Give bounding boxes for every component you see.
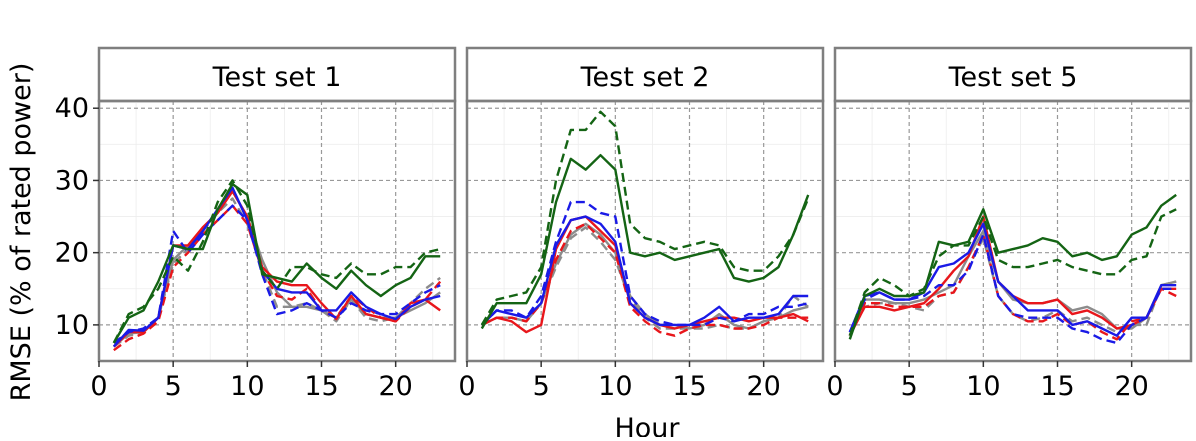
x-tick-label: 15: [672, 371, 706, 402]
plot-frame: [97, 99, 457, 363]
panel-title: Test set 1: [212, 62, 342, 93]
y-tick-label: 20: [55, 238, 89, 269]
panel-title: Test set 5: [948, 62, 1078, 93]
y-axis-label: RMSE (% of rated power): [6, 63, 37, 402]
series-line-green-solid: [480, 153, 810, 330]
series-line-red-dashed: [848, 233, 1177, 341]
x-tick-label: 0: [826, 371, 843, 402]
x-tick-label: 15: [1040, 371, 1074, 402]
series-line-blue-dashed: [113, 204, 441, 344]
series-line-green-dashed: [480, 110, 810, 326]
series-line-red-dashed: [113, 204, 442, 352]
x-tick-label: 5: [901, 371, 918, 402]
plot-frame: [833, 99, 1193, 363]
x-tick-label: 20: [746, 371, 780, 402]
series-line-blue-dashed: [480, 200, 809, 327]
x-tick-label: 20: [1114, 371, 1148, 402]
x-tick-label: 10: [966, 371, 1000, 402]
x-tick-label: 10: [598, 371, 632, 402]
panel-3: Test set 5 0 5 10 15 20: [826, 46, 1193, 402]
x-tick-label: 0: [90, 371, 107, 402]
x-tick-label: 5: [533, 371, 550, 402]
x-tick-label: 0: [458, 371, 475, 402]
y-tick-label: 40: [55, 93, 89, 124]
series-line-green-dashed: [112, 179, 441, 344]
y-tick-label: 10: [55, 310, 89, 341]
x-tick-label: 10: [230, 371, 264, 402]
panel-2: Test set 2 0 5 10 15 20: [458, 46, 825, 402]
panel-header: [97, 46, 457, 103]
series-line-blue-solid: [112, 186, 441, 348]
series-line-red-solid: [848, 215, 1177, 337]
panel-header: [465, 46, 825, 103]
x-axis-label: Hour: [614, 413, 680, 437]
series-line-green-solid: [112, 182, 441, 344]
series-line-gray-solid: [848, 229, 1177, 337]
series-line-blue-solid: [480, 215, 809, 327]
x-tick-label: 20: [378, 371, 412, 402]
x-tick-label: 5: [165, 371, 182, 402]
series-line-green-solid: [848, 193, 1177, 340]
series-line-blue-dashed: [848, 233, 1177, 345]
series-line-green-dashed: [848, 208, 1177, 337]
x-tick-label: 15: [304, 371, 338, 402]
panel-title: Test set 2: [580, 62, 710, 93]
y-tick-label: 30: [55, 165, 89, 196]
panel-1: Test set 1 0 5 10 15 20 10 20 30 40: [55, 46, 457, 402]
plot-frame: [465, 99, 825, 363]
panel-header: [833, 46, 1193, 103]
